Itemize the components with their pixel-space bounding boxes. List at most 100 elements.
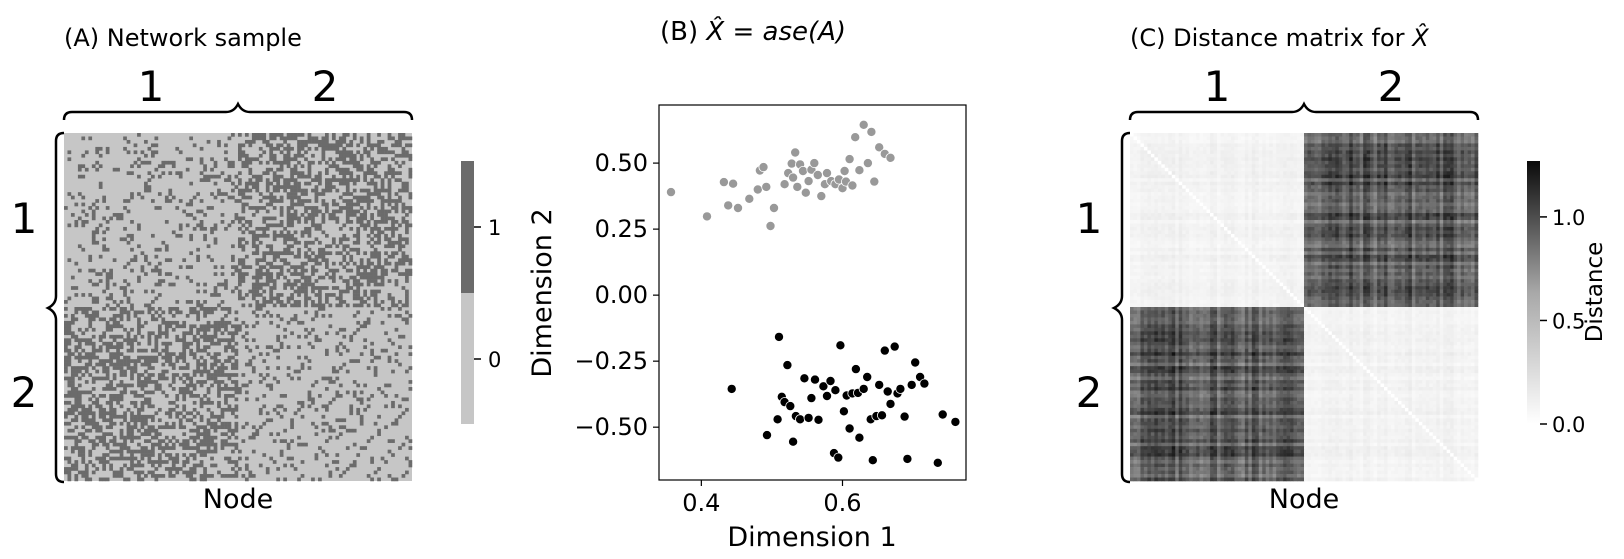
heatmap-a-cell — [192, 421, 197, 426]
heatmap-a-cell — [321, 251, 326, 256]
heatmap-a-cell — [356, 233, 361, 238]
scatter-point-group-1 — [844, 154, 855, 165]
heatmap-c-cell — [1220, 150, 1225, 155]
heatmap-a-cell — [95, 442, 100, 447]
heatmap-a-cell — [189, 390, 194, 395]
heatmap-a-cell — [297, 289, 301, 294]
heatmap-a-cell — [238, 293, 242, 297]
heatmap-c-cell — [1234, 167, 1239, 172]
heatmap-c-cell — [1164, 181, 1169, 186]
heatmap-a-cell — [391, 167, 395, 172]
heatmap-a-cell — [304, 279, 308, 283]
heatmap-a-cell — [311, 206, 315, 210]
heatmap-a-cell — [325, 453, 329, 457]
heatmap-a-cell — [283, 226, 287, 231]
heatmap-a-cell — [283, 275, 287, 280]
heatmap-a-cell — [338, 418, 343, 423]
heatmap-c-cell — [1352, 153, 1357, 158]
heatmap-a-cell — [377, 261, 381, 266]
heatmap-c-cell — [1185, 139, 1190, 144]
heatmap-a-cell — [384, 244, 388, 249]
heatmap-c-cell — [1464, 164, 1468, 169]
heatmap-c-cell — [1359, 157, 1364, 162]
heatmap-a-cell — [67, 470, 72, 475]
heatmap-c-cell — [1387, 185, 1392, 189]
heatmap-c-cell — [1356, 185, 1360, 189]
heatmap-a-cell — [373, 240, 378, 245]
heatmap-c-cell — [1286, 167, 1291, 172]
heatmap-a-cell — [130, 425, 134, 430]
heatmap-c-cell — [1185, 157, 1190, 162]
heatmap-a-cell — [196, 300, 200, 304]
heatmap-c-cell — [1450, 153, 1454, 158]
heatmap-a-cell — [338, 226, 343, 231]
heatmap-a-cell — [213, 352, 218, 356]
heatmap-a-cell — [192, 439, 197, 443]
heatmap-a-cell — [349, 359, 354, 363]
heatmap-c-cell — [1411, 146, 1416, 151]
heatmap-c-cell — [1436, 133, 1441, 137]
heatmap-a-cell — [88, 206, 93, 210]
heatmap-c-cell — [1161, 178, 1166, 183]
heatmap-a-cell — [262, 303, 267, 308]
heatmap-c-cell — [1286, 136, 1291, 141]
heatmap-a-cell — [297, 435, 301, 440]
heatmap-a-cell — [199, 397, 204, 402]
heatmap-a-cell — [314, 237, 319, 242]
heatmap-c-cell — [1338, 185, 1343, 189]
heatmap-c-cell — [1140, 185, 1145, 189]
heatmap-a-cell — [307, 275, 312, 280]
heatmap-a-cell — [391, 400, 395, 405]
heatmap-a-cell — [244, 188, 249, 193]
heatmap-a-cell — [387, 313, 392, 318]
heatmap-a-cell — [74, 202, 79, 207]
heatmap-c-cell — [1425, 136, 1430, 141]
heatmap-a-cell — [91, 352, 96, 356]
heatmap-a-cell — [133, 400, 138, 405]
heatmap-a-cell — [126, 310, 131, 315]
heatmap-a-cell — [126, 425, 131, 430]
heatmap-a-cell — [178, 223, 183, 228]
heatmap-a-cell — [338, 474, 343, 478]
heatmap-a-cell — [81, 474, 86, 478]
heatmap-a-cell — [290, 265, 294, 269]
heatmap-c-cell — [1471, 171, 1475, 176]
heatmap-a-cell — [234, 341, 239, 346]
heatmap-a-cell — [286, 366, 291, 370]
heatmap-a-cell — [224, 456, 228, 461]
heatmap-a-cell — [144, 376, 148, 381]
heatmap-a-cell — [251, 296, 256, 301]
heatmap-a-cell — [171, 407, 176, 412]
heatmap-a-cell — [248, 265, 253, 269]
heatmap-c-cell — [1366, 164, 1371, 169]
heatmap-a-cell — [356, 178, 361, 182]
heatmap-c-cell — [1213, 171, 1218, 176]
heatmap-a-cell — [224, 286, 228, 290]
heatmap-a-cell — [345, 167, 350, 172]
heatmap-a-cell — [77, 338, 82, 343]
heatmap-c-cell — [1467, 133, 1472, 137]
heatmap-a-cell — [255, 247, 260, 252]
heatmap-a-cell — [154, 411, 159, 416]
heatmap-a-cell — [321, 286, 326, 290]
heatmap-a-cell — [161, 240, 166, 245]
heatmap-a-cell — [373, 470, 378, 475]
heatmap-c-cell — [1140, 133, 1145, 137]
heatmap-c-cell — [1411, 167, 1416, 172]
heatmap-c-cell — [1161, 181, 1166, 186]
heatmap-c-cell — [1408, 167, 1413, 172]
heatmap-a-cell — [342, 254, 347, 259]
heatmap-c-cell — [1251, 133, 1256, 137]
heatmap-c-cell — [1276, 153, 1280, 158]
heatmap-a-cell — [300, 404, 305, 409]
heatmap-a-cell — [234, 425, 239, 430]
panel-a-top-group-1: 1 — [138, 62, 165, 111]
heatmap-c-cell — [1422, 181, 1427, 186]
heatmap-a-cell — [342, 181, 347, 186]
heatmap-a-cell — [95, 230, 100, 235]
heatmap-a-cell — [248, 380, 253, 384]
heatmap-a-cell — [290, 188, 294, 193]
heatmap-a-cell — [171, 313, 176, 318]
heatmap-a-cell — [328, 251, 333, 256]
heatmap-a-cell — [217, 359, 221, 363]
